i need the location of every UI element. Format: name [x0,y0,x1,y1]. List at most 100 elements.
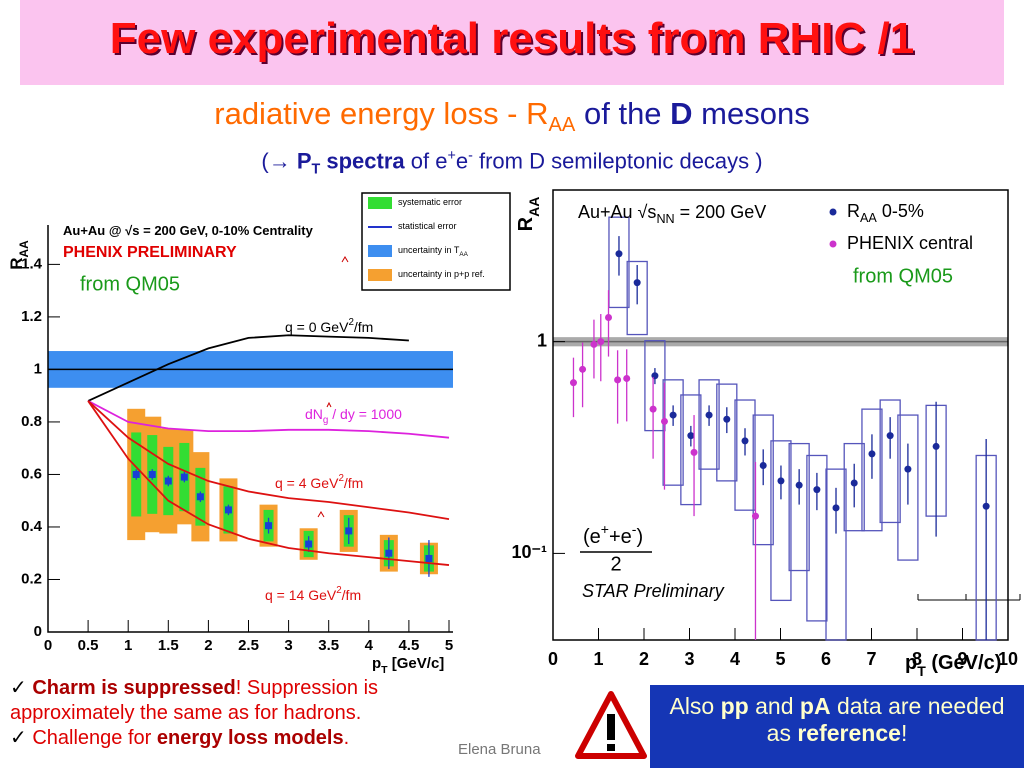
title: Few experimental results from RHIC /1 [109,14,915,63]
text-part: pp [720,693,749,719]
text-part: of the [575,96,671,131]
subtitle: radiative energy loss - RAA of the D mes… [0,96,1024,137]
y-tick-label: 0 [34,623,42,640]
point [265,522,273,530]
point [579,365,587,373]
text-part: Au+Au @ √s = 200 GeV, 0-10% Centrality [63,223,314,238]
x-tick-label: 8 [912,649,922,669]
text-part: uncertainty in T [398,245,460,255]
text-part: 2 [338,473,343,484]
y-tick-label: 0.2 [21,570,42,587]
chart-header: Au+Au @ √s = 200 GeV, 0-10% Centrality [63,223,314,238]
point [705,411,713,419]
sys-box [626,260,648,336]
x-tick-label: 1 [124,637,132,654]
point [669,411,677,419]
text-part: of e [404,148,448,174]
text-part: mesons [692,96,810,131]
legend-marker [829,208,837,216]
text-part: AA [860,211,877,225]
point [777,477,785,485]
x-axis-label: pT [GeV/c] [372,655,444,676]
text-part: - [468,148,473,164]
point [224,506,232,514]
legend-label: RAA 0-5% [847,201,924,226]
legend-label: systematic error [398,197,462,207]
annotation: (e++e-) [583,521,643,549]
x-tick-label: 5 [445,637,453,654]
legend-label: statistical error [398,221,457,231]
point [385,549,393,557]
sys-box [806,454,828,622]
bullet: ✓ Charm is suppressed! Suppression is ap… [10,676,490,726]
text-part: /fm [342,587,361,603]
callout: Also pp and pA data are needed as refere… [650,685,1024,768]
chart-label: STAR Preliminary [582,581,725,601]
point [196,493,204,501]
curve-label: dNg / dy = 1000 [305,406,402,426]
sys-box [770,440,792,602]
sys-box [788,442,810,572]
y-tick-label: 0.6 [21,465,42,482]
sys-box [662,379,684,486]
x-tick-label: 3 [684,649,694,669]
x-tick-label: 2.5 [238,637,259,654]
x-tick-label: 2 [204,637,212,654]
sys-box [861,408,883,532]
y-tick-label: 0.4 [21,518,43,535]
sys-box [734,399,756,511]
sys-box [825,468,847,641]
point [687,432,695,440]
text-part: from D semileptonic decays ) [472,148,763,174]
legend-swatch [368,245,392,257]
sys-box [843,442,865,532]
bracket [917,594,1021,601]
sys-box [879,399,901,524]
text-part: R [847,201,860,221]
y-tick-label: 1 [537,330,547,350]
point [932,442,940,450]
bullet: ✓ Challenge for energy loss models. [10,726,490,751]
text-part: = 200 GeV [675,202,767,222]
y-tick-label: 1.4 [21,255,43,272]
text-part: D [670,96,693,131]
text-part: - [632,521,637,537]
legend-swatch [368,269,392,281]
x-tick-label: 4.5 [398,637,419,654]
x-tick-label: 2 [639,649,649,669]
curve-label: q = 4 GeV2/fm [275,473,363,491]
point [741,437,749,445]
sys-box [716,383,738,482]
x-tick-label: 3 [284,637,292,654]
subtitle-2: (→ PT spectra of e+e- from D semileptoni… [0,148,1024,178]
text-part: p [372,655,381,672]
text-part: T [917,663,926,679]
x-tick-label: 0 [44,637,52,654]
model-curve [87,400,450,520]
x-tick-label: 4 [730,649,740,669]
text-part: + [601,521,609,537]
point [614,376,622,384]
point [425,554,433,562]
x-tick-label: 4 [365,637,374,654]
x-tick-label: 0.5 [78,637,99,654]
sys-box [897,414,919,561]
point [597,338,605,346]
text-part: ( [261,148,269,174]
text-part: R [515,216,537,231]
text-part: radiative energy loss - R [214,96,549,131]
point [623,374,631,382]
point [868,450,876,458]
text-part: . [343,727,350,749]
point [813,486,821,494]
text-part: AA [548,114,576,137]
text-part: e [455,148,469,174]
sys-box [644,340,666,432]
y-axis-label: RAA [515,197,541,232]
point [590,340,598,348]
chart-note: from QM05 [853,265,953,287]
text-part: systematic error [398,197,462,207]
text-part: 2 [336,585,341,596]
text-part: data are needed as [766,693,1005,746]
text-part: statistical error [398,221,457,231]
